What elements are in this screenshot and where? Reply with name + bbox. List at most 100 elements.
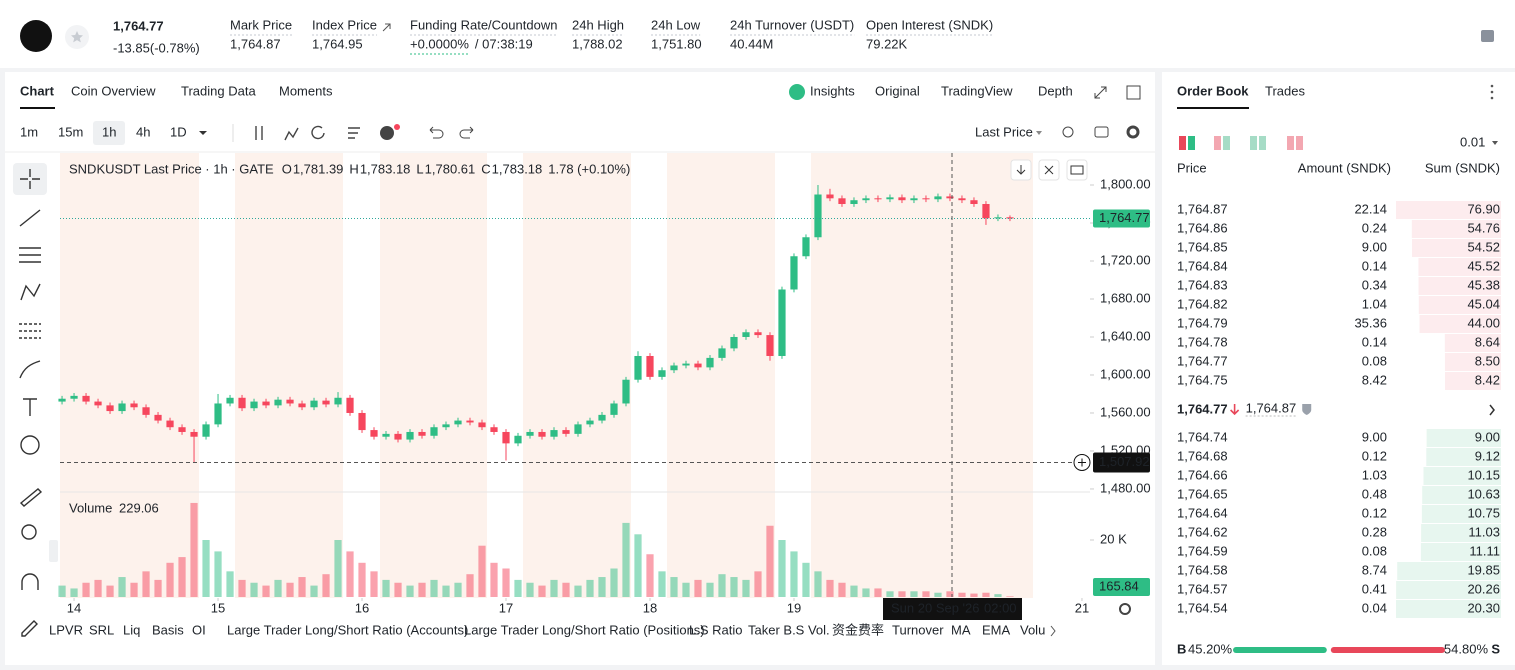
panel-icon[interactable] (1481, 30, 1494, 42)
ob-tab[interactable]: Trades (1265, 83, 1305, 98)
ob-view-icon (1188, 136, 1195, 150)
volume-bar (190, 502, 198, 597)
candle-body (454, 420, 462, 425)
emoji-tool[interactable] (20, 435, 40, 455)
channel-tool[interactable] (19, 247, 41, 263)
indicator-tab[interactable]: Turnover (892, 622, 944, 637)
ruler-tool[interactable] (19, 488, 43, 507)
depth-bar (1419, 315, 1501, 333)
window-icon[interactable] (1126, 85, 1141, 100)
candle-body (118, 403, 126, 412)
indicator-tab[interactable]: Taker B.S Vol. (748, 622, 830, 637)
camera-icon[interactable] (1094, 126, 1109, 138)
indicator-tab[interactable]: Liq (123, 622, 140, 637)
candle-body (250, 401, 258, 409)
indicator-tab[interactable]: Basis (152, 622, 184, 637)
indicator-icon[interactable] (380, 126, 394, 140)
chart-tab[interactable]: Chart (20, 83, 55, 98)
chart-tab[interactable]: Moments (279, 83, 333, 98)
volume-bar (778, 539, 786, 597)
view-tab[interactable]: TradingView (941, 83, 1013, 98)
depth-bar (1444, 372, 1501, 390)
indicator-tab[interactable]: OI (192, 622, 206, 637)
stat-value: 1,764.87 (230, 36, 281, 51)
brush-tool[interactable] (19, 360, 41, 379)
legend-button[interactable] (1066, 159, 1088, 181)
chart-tool-icon[interactable] (284, 127, 299, 141)
interval[interactable]: 1D (170, 124, 187, 139)
indicator-tab[interactable]: SRL (89, 622, 114, 637)
indicator-tab[interactable]: EMA (982, 622, 1011, 637)
interval[interactable]: 15m (58, 124, 83, 139)
volume-bar (586, 579, 594, 597)
ob-price: 1,764.85 (1177, 239, 1228, 254)
crosshair-tool[interactable] (20, 169, 40, 189)
fib-tool[interactable] (19, 323, 41, 339)
volume-bar (346, 551, 354, 597)
ob-tab[interactable]: Order Book (1177, 83, 1249, 98)
volume-bar (334, 539, 342, 597)
interval[interactable]: 1h (102, 124, 116, 139)
candle-body (538, 431, 546, 437)
ob-tab-underline (1177, 107, 1249, 109)
ob-amount: 35.36 (1354, 315, 1387, 330)
chart-tool-icon[interactable] (255, 126, 263, 140)
chart-tool-icon[interactable] (348, 127, 360, 139)
volume-bar (322, 574, 330, 597)
settings-icon[interactable] (1126, 125, 1140, 139)
magnet-tool[interactable] (21, 573, 39, 590)
candle-body (502, 431, 510, 444)
chart-tool-icon[interactable] (311, 125, 325, 140)
candle-body (754, 332, 762, 336)
interval[interactable]: 4h (136, 124, 150, 139)
ob-view-icon[interactable] (1287, 136, 1294, 150)
candle-body (766, 335, 774, 356)
stat-label: 24h Low (651, 17, 701, 32)
volume-bar (274, 579, 282, 597)
indicator-tab[interactable]: LPVR (49, 622, 83, 637)
price-source[interactable]: Last Price (975, 124, 1033, 139)
indicator-tab[interactable]: Large Trader Long/Short Ratio (Positions… (464, 622, 705, 637)
expand-icon[interactable] (1094, 86, 1107, 99)
stat-value: 1,764.95 (312, 36, 363, 51)
collapse-tab[interactable] (49, 540, 58, 562)
legend-button-icon (1044, 165, 1054, 175)
volume-bar (574, 585, 582, 597)
line-tool[interactable] (19, 209, 41, 227)
redo-icon[interactable] (459, 126, 474, 139)
text-tool[interactable] (23, 398, 37, 416)
pattern-tool[interactable] (20, 283, 41, 301)
dropdown-caret (1492, 141, 1498, 145)
indicator-tab[interactable]: L.S Ratio (689, 622, 742, 637)
ob-view-icon[interactable] (1179, 136, 1186, 150)
ob-more[interactable] (1489, 404, 1495, 416)
tool-active[interactable] (13, 163, 47, 195)
indicator-tab[interactable]: MA (951, 622, 971, 637)
indicator-tab[interactable]: Volu (1020, 622, 1045, 637)
view-tab[interactable]: Original (875, 83, 920, 98)
view-tab[interactable]: Depth (1038, 83, 1073, 98)
undo-icon[interactable] (429, 126, 444, 139)
ob-tick[interactable]: 0.01 (1460, 134, 1485, 149)
candle-body (946, 196, 954, 199)
chart-tab[interactable]: Coin Overview (71, 83, 156, 98)
view-tab[interactable]: Insights (810, 83, 855, 98)
ob-price: 1,764.82 (1177, 296, 1228, 311)
candle-body (346, 397, 354, 413)
search-icon[interactable] (1062, 126, 1074, 138)
indicator-tab[interactable]: Large Trader Long/Short Ratio (Accounts) (227, 622, 468, 637)
zoom-tool[interactable] (21, 524, 37, 540)
time-axis-settings[interactable] (1119, 603, 1131, 615)
lock-tool[interactable] (21, 620, 38, 637)
candle-body (562, 430, 570, 434)
ob-menu-dot (1490, 84, 1494, 88)
ob-price: 1,764.87 (1177, 201, 1228, 216)
indicator-more[interactable] (1050, 625, 1056, 637)
ob-view-icon[interactable] (1250, 136, 1257, 150)
chart-tab[interactable]: Trading Data (181, 83, 256, 98)
interval[interactable]: 1m (20, 124, 38, 139)
ob-view-icon[interactable] (1214, 136, 1221, 150)
volume-bar (754, 571, 762, 597)
session-band (667, 153, 775, 598)
indicator-tab[interactable]: 资金费率 (832, 622, 884, 637)
